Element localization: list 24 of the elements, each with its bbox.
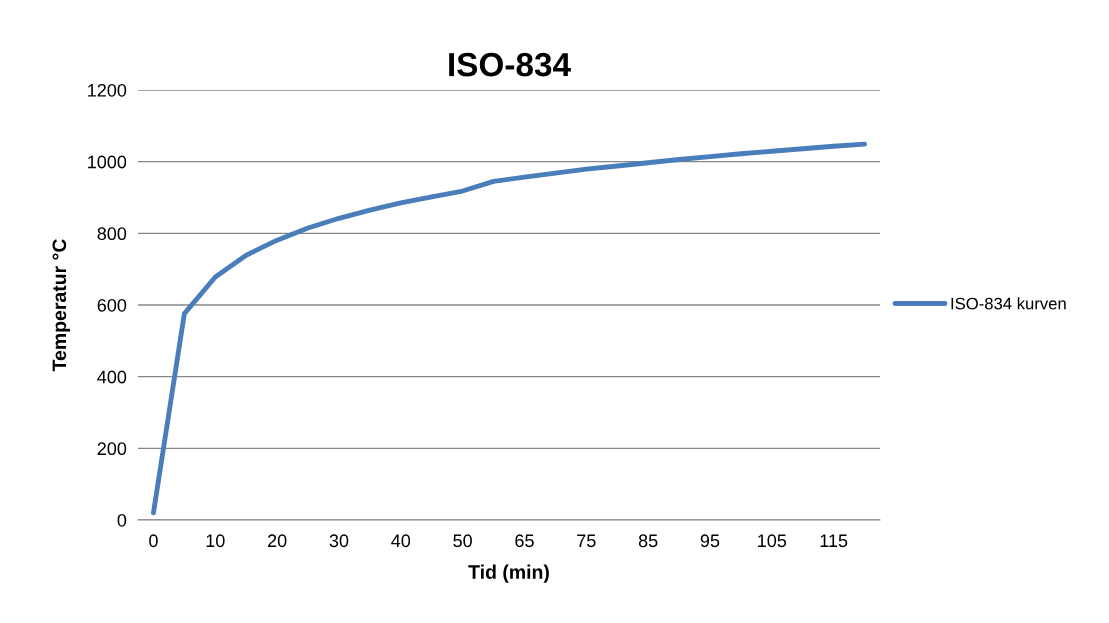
y-axis-title: Temperatur °C — [52, 239, 71, 372]
x-tick-label: 10 — [206, 534, 225, 548]
x-tick-label: 0 — [149, 534, 158, 548]
legend-label: ISO-834 kurven — [951, 297, 1066, 310]
y-tick-label: 800 — [97, 227, 127, 241]
x-tick-label: 75 — [577, 534, 596, 548]
y-tick-label: 1200 — [88, 83, 127, 97]
x-tick-label: 115 — [820, 534, 848, 548]
x-tick-label: 40 — [391, 534, 411, 548]
chart-title: ISO-834 — [449, 52, 571, 77]
x-tick-label: 105 — [758, 534, 787, 548]
x-tick-label: 95 — [700, 534, 720, 548]
y-tick-label: 600 — [97, 298, 127, 312]
x-tick-label: 30 — [329, 534, 349, 548]
y-tick-label: 1000 — [88, 155, 127, 169]
x-tick-label: 65 — [515, 534, 534, 548]
x-tick-label: 50 — [453, 534, 472, 548]
x-axis-title: Tid (min) — [468, 564, 549, 583]
y-tick-label: 200 — [97, 442, 127, 456]
line-series — [151, 141, 867, 516]
x-tick-label: 20 — [267, 534, 287, 548]
y-tick-label: 400 — [97, 370, 127, 384]
x-tick-label: 85 — [638, 534, 658, 548]
y-tick-label: 0 — [117, 513, 127, 527]
